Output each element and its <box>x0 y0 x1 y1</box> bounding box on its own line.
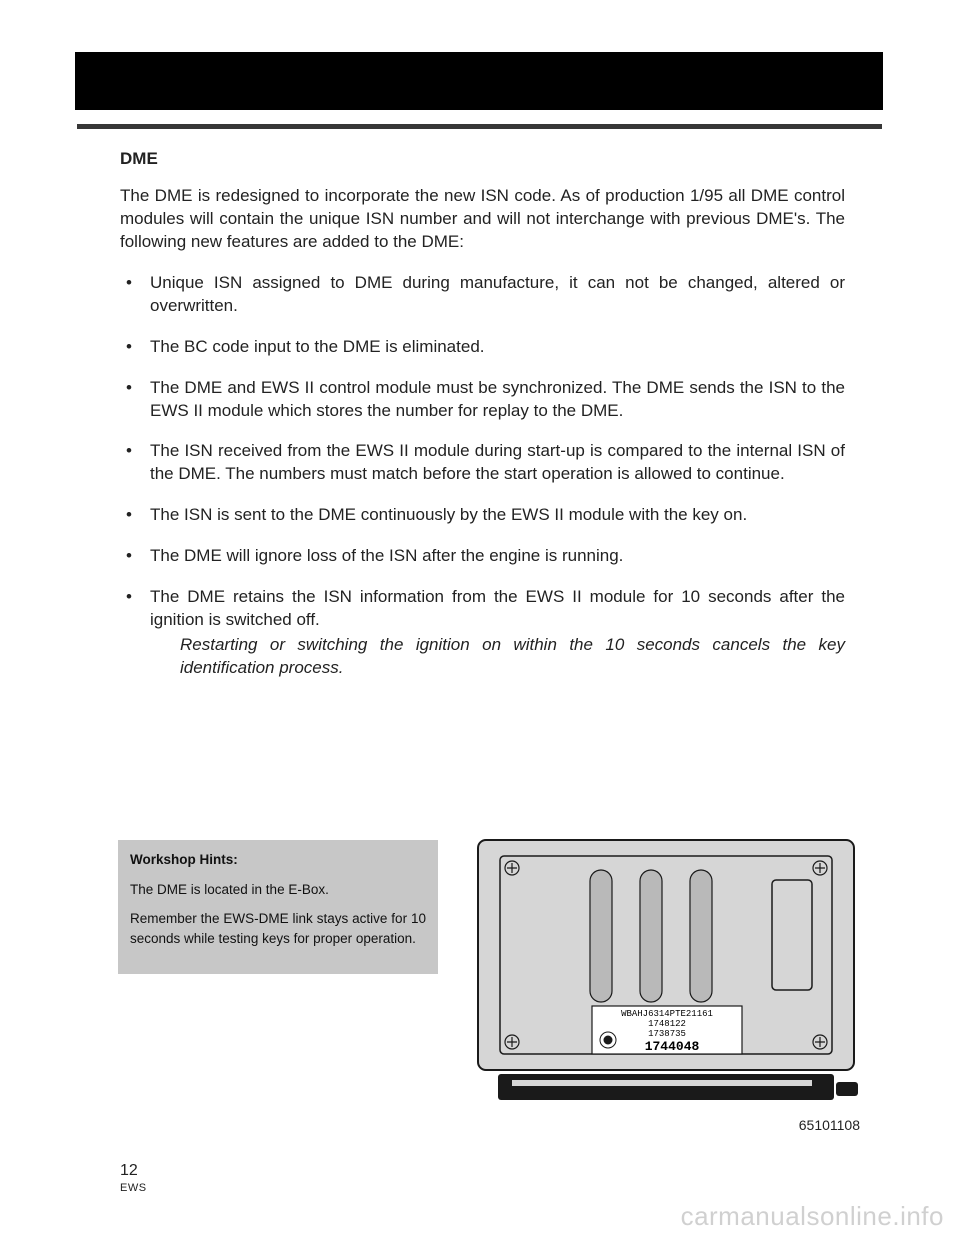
bullet-text: The ISN is sent to the DME continuously … <box>150 505 747 524</box>
ecu-label-sticker: WBAHJ6314PTE21161 1748122 1738735 174404… <box>592 1006 742 1054</box>
intro-paragraph: The DME is redesigned to incorporate the… <box>120 185 845 254</box>
figure-caption: 65101108 <box>799 1117 860 1133</box>
ecu-label-line1: WBAHJ6314PTE21161 <box>621 1009 713 1019</box>
bullet-text: The ISN received from the EWS II module … <box>150 441 845 483</box>
bullet-text: The DME will ignore loss of the ISN afte… <box>150 546 623 565</box>
italic-note: Restarting or switching the ignition on … <box>150 634 845 680</box>
doc-code: EWS <box>120 1182 147 1194</box>
hints-paragraph: Remember the EWS-DME link stays active f… <box>130 909 426 948</box>
bullet-text: Unique ISN assigned to DME during manufa… <box>150 273 845 315</box>
content-area: DME The DME is redesigned to incorporate… <box>120 148 845 698</box>
list-item: The DME retains the ISN information from… <box>120 586 845 680</box>
list-item: The DME will ignore loss of the ISN afte… <box>120 545 845 568</box>
bullet-text: The DME and EWS II control module must b… <box>150 378 845 420</box>
header-underline <box>77 124 882 129</box>
page-number: 12 <box>120 1162 138 1180</box>
list-item: The ISN received from the EWS II module … <box>120 440 845 486</box>
workshop-hints-box: Workshop Hints: The DME is located in th… <box>118 840 438 974</box>
header-black-bar <box>75 52 883 110</box>
ecu-label-line3: 1738735 <box>648 1029 686 1039</box>
ecu-label-line2: 1748122 <box>648 1019 686 1029</box>
hints-title: Workshop Hints: <box>130 850 426 870</box>
list-item: The ISN is sent to the DME continuously … <box>120 504 845 527</box>
bullet-text: The DME retains the ISN information from… <box>150 587 845 629</box>
ecu-figure: WBAHJ6314PTE21161 1748122 1738735 174404… <box>472 834 860 1114</box>
bullet-text: The BC code input to the DME is eliminat… <box>150 337 485 356</box>
ecu-label-line4: 1744048 <box>645 1039 700 1054</box>
list-item: The BC code input to the DME is eliminat… <box>120 336 845 359</box>
bullet-list: Unique ISN assigned to DME during manufa… <box>120 272 845 680</box>
ecu-illustration: WBAHJ6314PTE21161 1748122 1738735 174404… <box>472 834 860 1114</box>
section-title: DME <box>120 148 845 171</box>
bottom-row: Workshop Hints: The DME is located in th… <box>118 840 848 974</box>
hints-paragraph: The DME is located in the E-Box. <box>130 880 426 900</box>
page: DME The DME is redesigned to incorporate… <box>0 0 960 1242</box>
watermark: carmanualsonline.info <box>681 1201 944 1232</box>
list-item: Unique ISN assigned to DME during manufa… <box>120 272 845 318</box>
list-item: The DME and EWS II control module must b… <box>120 377 845 423</box>
